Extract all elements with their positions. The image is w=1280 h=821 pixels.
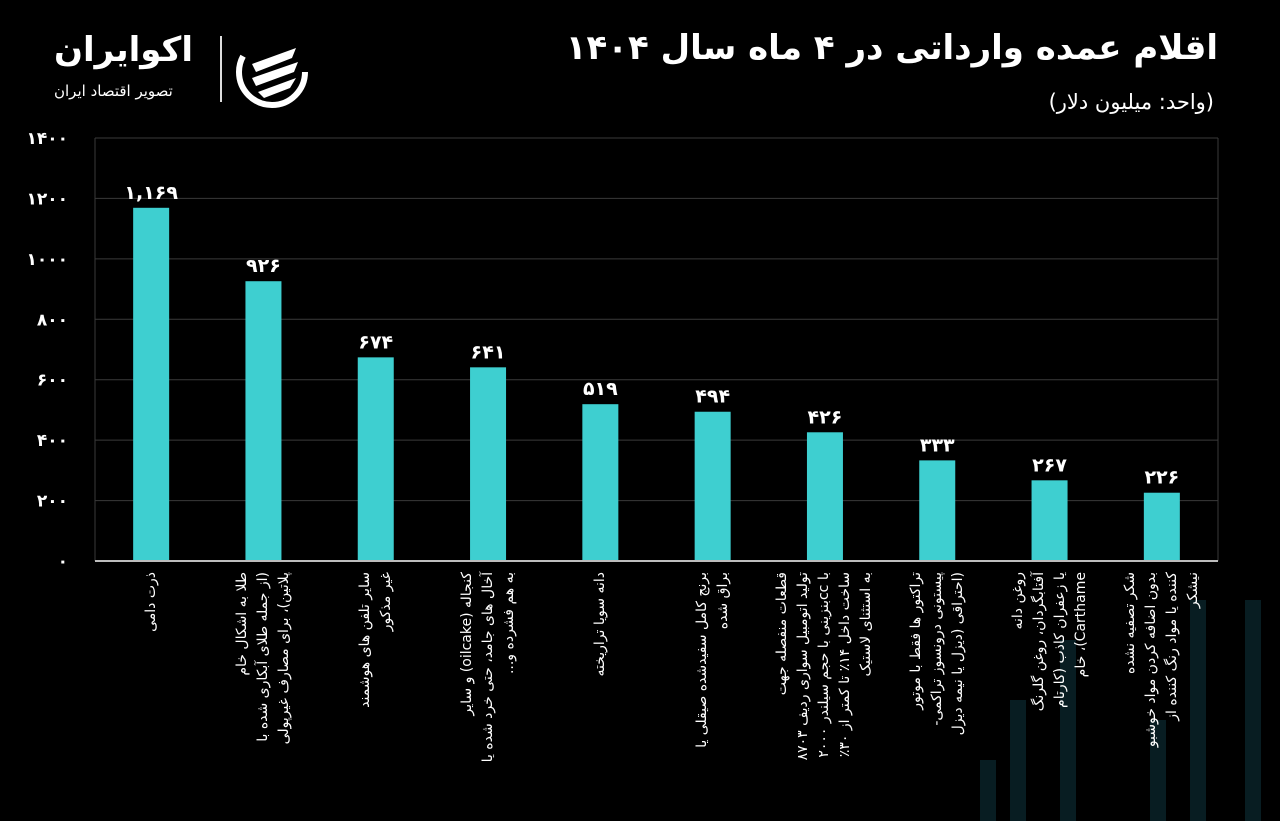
bar (470, 367, 507, 561)
bar (1031, 480, 1068, 561)
y-tick-label: ۰ (58, 552, 68, 572)
data-label: ۶۴۱ (471, 341, 506, 363)
data-label: ۲۶۷ (1032, 454, 1067, 476)
data-label: ۴۹۴ (695, 386, 730, 408)
bar (582, 404, 619, 561)
x-tick-label: تراکتور ها فقط با موتور پیستونی درونسوز … (907, 572, 966, 736)
x-tick-label: شکر تصفیه نشده بدون اضافه کردن مواد خوشب… (1121, 572, 1201, 748)
logo-divider (220, 36, 222, 102)
logo-mark-icon (236, 36, 308, 108)
data-label: ۴۲۶ (808, 406, 843, 428)
x-tick-label: برنج کامل سفیدشده صیقلی یا براق شده (693, 572, 731, 748)
bar (694, 411, 731, 561)
data-label: ۵۱۹ (583, 378, 618, 400)
y-tick-label: ۱۴۰۰ (26, 129, 68, 149)
background-decoration (980, 760, 996, 821)
x-tick-label: قطعات منفصله جهت تولید اتومبیل سواری ردی… (774, 572, 875, 761)
data-label: ۳۳۳ (920, 434, 955, 456)
background-decoration (1150, 720, 1166, 821)
bar (357, 357, 394, 561)
y-tick-label: ۶۰۰ (37, 371, 68, 391)
background-decoration (1060, 640, 1076, 821)
x-tick-label: روغن دانه آفتابگردان، روغن گلرنگ یا زعفر… (1009, 572, 1089, 712)
logo-name: اکوایران (54, 30, 193, 70)
x-tick-label: سایر تلفن های هوشمند غیر مذکور (356, 572, 394, 708)
bar (806, 432, 843, 561)
x-tick-label: دانه سویا تراریخته (591, 572, 608, 677)
logo: اکوایران تصویر اقتصاد ایران (48, 30, 318, 110)
bar (245, 281, 282, 561)
bar (1143, 492, 1180, 561)
data-label: ۶۷۴ (358, 331, 393, 353)
chart-title: اقلام عمده وارداتی در ۴ ماه سال ۱۴۰۴ (565, 28, 1218, 68)
y-tick-label: ۱۲۰۰ (26, 189, 68, 209)
background-decoration (1010, 700, 1026, 821)
chart-subtitle: (واحد: میلیون دلار) (1048, 90, 1214, 114)
data-label: ۲۲۶ (1144, 467, 1179, 489)
x-tick-label: طلا به اشکال خام (از جمله طلای آبکاری شد… (233, 572, 292, 745)
x-tick-label: کنجاله (oilcake) و سایر آخال های جامد، ح… (458, 572, 517, 763)
x-tick-label: ذرت دامی (142, 572, 159, 632)
y-tick-label: ۴۰۰ (37, 431, 68, 451)
background-decoration (1190, 600, 1206, 821)
bar (133, 207, 170, 562)
y-tick-label: ۱۰۰۰ (26, 250, 68, 270)
bar (919, 460, 956, 561)
y-tick-label: ۲۰۰ (37, 492, 68, 512)
y-tick-label: ۸۰۰ (37, 310, 68, 330)
logo-tagline: تصویر اقتصاد ایران (54, 82, 173, 100)
background-decoration (1245, 600, 1261, 821)
data-label: ۹۲۶ (246, 255, 281, 277)
data-label: ۱,۱۶۹ (124, 182, 178, 204)
